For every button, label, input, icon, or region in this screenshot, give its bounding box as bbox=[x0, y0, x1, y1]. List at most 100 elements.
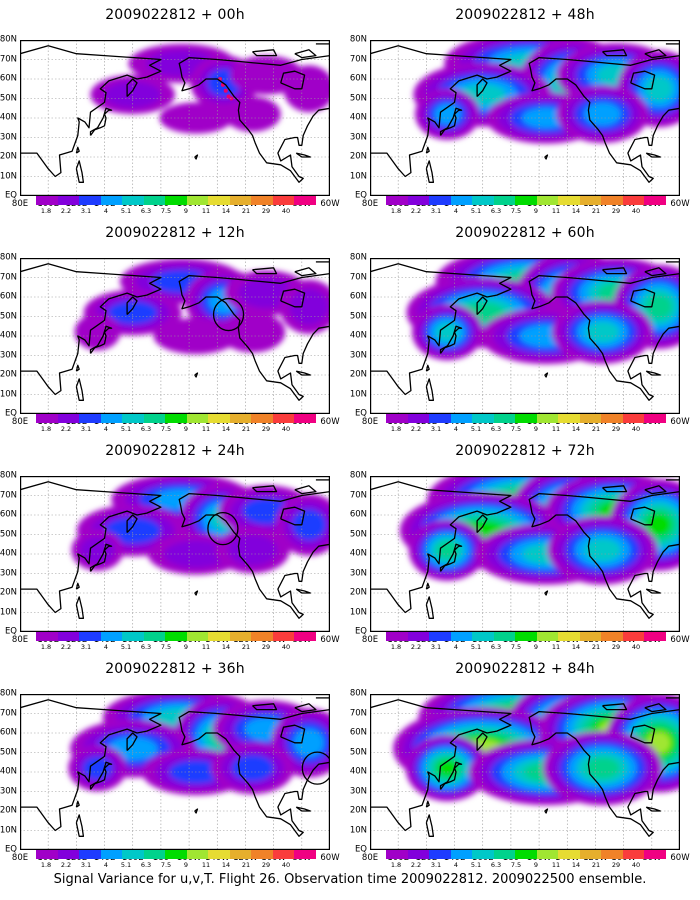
colorbar-swatch bbox=[57, 632, 80, 641]
colorbar bbox=[36, 850, 316, 859]
lon-tick-label: 80E bbox=[361, 635, 379, 645]
colorbar-label: 40 bbox=[281, 207, 291, 215]
coastline bbox=[20, 45, 162, 178]
coastline bbox=[194, 372, 199, 378]
coastline bbox=[528, 490, 680, 619]
coastline bbox=[425, 800, 430, 808]
coastline bbox=[439, 107, 463, 136]
colorbar-swatch bbox=[493, 196, 516, 205]
colorbar-labels: 1.8 2.2 3.1 4 5.1 6.3 7.5 9 11 14 21 29 40 bbox=[386, 643, 666, 651]
map-panel: 2009022812 + 00h 80N 70N 60N 50N 40N 30N 20N 10N… bbox=[0, 0, 350, 222]
coastline bbox=[252, 267, 278, 275]
colorbar-swatch bbox=[407, 196, 430, 205]
variance-contour bbox=[283, 65, 330, 113]
coastline bbox=[280, 288, 306, 308]
coastline bbox=[644, 49, 667, 59]
colorbar-swatch bbox=[100, 632, 123, 641]
colorbar-label: 3.1 bbox=[80, 207, 92, 215]
colorbar-swatch bbox=[79, 196, 101, 205]
lat-tick-label: 40N bbox=[0, 548, 17, 559]
colorbar-swatch bbox=[407, 414, 430, 423]
coastline bbox=[630, 506, 656, 526]
coastline bbox=[194, 154, 199, 160]
colorbar bbox=[386, 850, 666, 859]
map-svg bbox=[20, 694, 330, 850]
map-svg bbox=[20, 40, 330, 196]
colorbar-label: 5.1 bbox=[120, 207, 132, 215]
variance-map bbox=[370, 694, 680, 850]
colorbar-swatch bbox=[143, 414, 166, 423]
colorbar-label: 40 bbox=[281, 425, 291, 433]
coastline bbox=[295, 588, 311, 594]
coastline bbox=[425, 378, 435, 401]
coastline bbox=[75, 596, 85, 619]
colorbar-label: 14 bbox=[221, 643, 231, 651]
colorbar-labels: 1.8 2.2 3.1 4 5.1 6.3 7.5 9 11 14 21 29 40 bbox=[386, 207, 666, 215]
colorbar-label: 7.5 bbox=[510, 861, 522, 869]
map-frame: 80N70N60N50N40N30N20N10NEQ80E100E120E140… bbox=[350, 35, 690, 209]
colorbar-label: 11 bbox=[551, 861, 561, 869]
colorbar-swatch bbox=[36, 850, 58, 859]
target-circle bbox=[301, 751, 330, 785]
colorbar-label: 1.8 bbox=[390, 207, 402, 215]
coastline bbox=[476, 78, 488, 98]
colorbar-label: 9 bbox=[533, 425, 539, 433]
lat-tick-label: 50N bbox=[349, 93, 367, 103]
coastline bbox=[425, 582, 430, 590]
variance-contour bbox=[293, 728, 324, 757]
colorbar-label: 29 bbox=[261, 643, 271, 651]
lat-tick-label: 30N bbox=[0, 350, 17, 360]
colorbar-swatch bbox=[122, 414, 144, 423]
figure-caption: Signal Variance for u,v,T. Flight 26. Ob… bbox=[53, 872, 647, 887]
lon-tick-label: 80E bbox=[361, 417, 379, 427]
colorbar-swatch bbox=[558, 850, 580, 859]
colorbar-label: 14 bbox=[571, 643, 581, 651]
lat-tick-label: 10N bbox=[349, 171, 367, 181]
colorbar-label: 9 bbox=[533, 861, 539, 869]
colorbar-swatch bbox=[186, 414, 209, 423]
coastline bbox=[645, 370, 661, 376]
colorbar-label: 29 bbox=[261, 425, 271, 433]
lat-tick-label: 20N bbox=[0, 587, 17, 598]
lat-tick-label: 80N bbox=[349, 470, 367, 481]
colorbar-label: 9 bbox=[183, 643, 189, 651]
colorbar-label: 40 bbox=[631, 425, 641, 433]
colorbar-labels: 1.8 2.2 3.1 4 5.1 6.3 7.5 9 11 14 21 29 40 bbox=[36, 207, 316, 215]
lat-tick-label: EQ bbox=[354, 626, 367, 637]
colorbar-labels: 1.8 2.2 3.1 4 5.1 6.3 7.5 9 11 14 21 29 40 bbox=[386, 861, 666, 869]
colorbar-swatch bbox=[229, 632, 252, 641]
colorbar-label: 21 bbox=[241, 643, 251, 651]
colorbar-label: 40 bbox=[281, 643, 291, 651]
colorbar-swatch bbox=[79, 414, 101, 423]
coastline bbox=[425, 364, 430, 372]
coastline bbox=[294, 267, 317, 277]
lat-tick-label: 60N bbox=[349, 291, 367, 302]
map-frame: 80N70N60N50N40N30N20N10NEQ80E100E120E140… bbox=[0, 35, 340, 209]
colorbar-label: 4 bbox=[453, 425, 459, 433]
lat-tick-label: 80N bbox=[0, 252, 17, 263]
lat-tick-label: 20N bbox=[0, 151, 17, 162]
variance-contour bbox=[82, 756, 113, 780]
colorbar-label: 14 bbox=[571, 425, 581, 433]
coastline bbox=[476, 514, 488, 534]
coastline bbox=[295, 152, 311, 158]
lon-tick-label: 80E bbox=[361, 199, 379, 209]
colorbar-swatch bbox=[429, 850, 451, 859]
panel-title: 2009022812 + 36h bbox=[105, 661, 245, 677]
variance-contour bbox=[585, 757, 620, 779]
colorbar-label: 21 bbox=[591, 643, 601, 651]
colorbar-swatch bbox=[122, 196, 144, 205]
colorbar-swatch bbox=[100, 850, 123, 859]
colorbar-label: 7.5 bbox=[160, 207, 172, 215]
colorbar-swatch bbox=[57, 414, 80, 423]
colorbar-swatch bbox=[622, 850, 645, 859]
variance-contour bbox=[231, 755, 274, 782]
lat-tick-label: 50N bbox=[0, 529, 17, 539]
colorbar-label: 1.8 bbox=[390, 643, 402, 651]
colorbar-label: 4 bbox=[103, 207, 109, 215]
colorbar-label: 1.8 bbox=[390, 425, 402, 433]
coastline bbox=[89, 325, 113, 354]
coastline bbox=[75, 800, 80, 808]
lat-tick-label: 50N bbox=[0, 311, 17, 321]
colorbar-label: 7.5 bbox=[510, 425, 522, 433]
